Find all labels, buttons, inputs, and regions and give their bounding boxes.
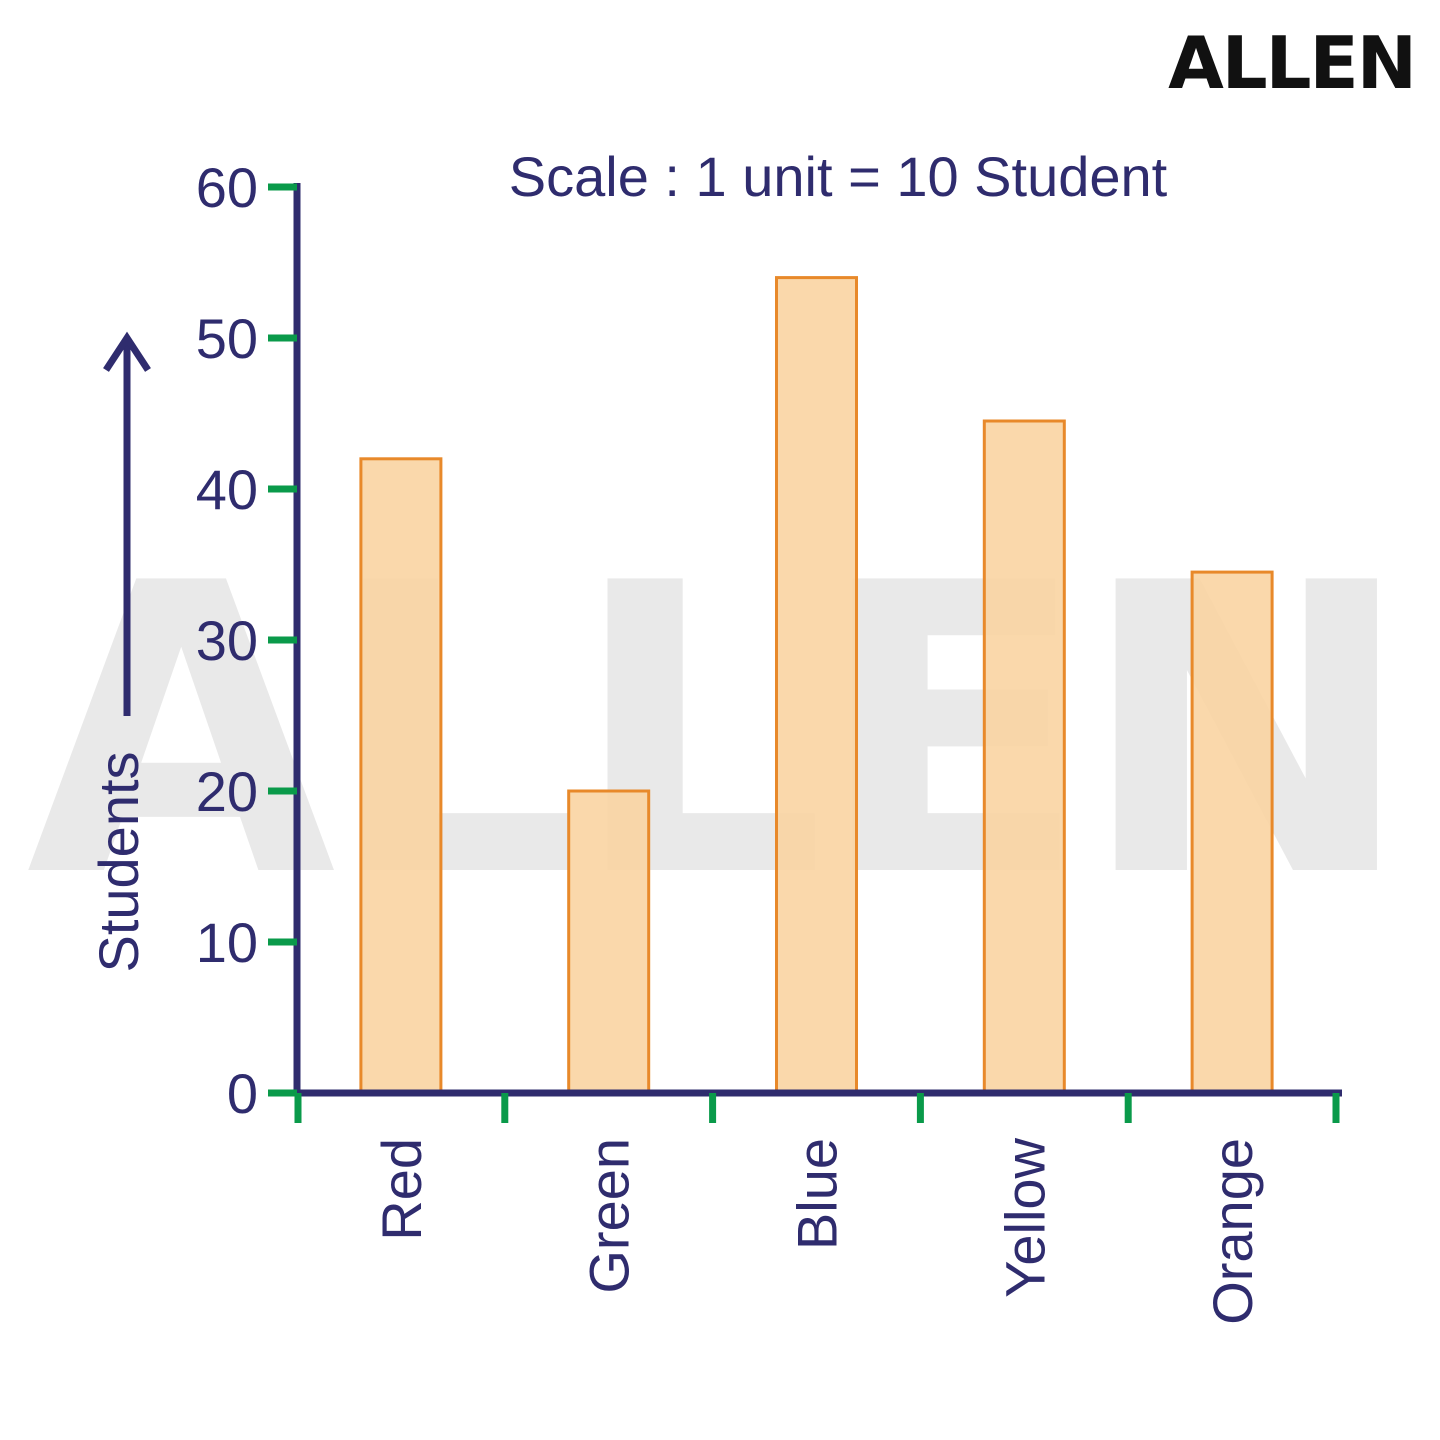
y-tick-label: 0 [227,1062,258,1125]
category-labels: Red Green Blue Yellow Orange [370,1137,1264,1324]
y-tick-label: 50 [196,307,258,370]
axes-group [268,183,1342,1123]
allen-watermark: ALLEN [26,500,1413,965]
bars-group [359,276,1274,1095]
y-tick-label: 60 [196,156,258,219]
bar-red [359,457,443,1095]
y-axis-label: Students [87,751,150,972]
allen-logo: ALLEN [1168,21,1415,105]
bar-orange [1190,570,1274,1095]
bar-green [567,789,651,1095]
y-tick-label: 20 [196,760,258,823]
watermark-text: ALLEN [26,500,1403,965]
bar-blue [775,276,858,1095]
y-tick-label: 30 [196,609,258,672]
arrow-up-icon [103,331,151,372]
x-category-label: Green [578,1138,641,1294]
bar-yellow [982,419,1066,1095]
x-category-label: Orange [1201,1138,1264,1325]
x-category-label: Blue [786,1138,849,1250]
y-axis-label-group: Students [87,331,151,973]
x-category-label: Yellow [993,1137,1056,1297]
y-tick-label: 40 [196,458,258,521]
y-tick-labels: 0 10 20 30 40 50 60 [196,156,258,1125]
chart-title: Scale : 1 unit = 10 Student [509,145,1168,208]
x-category-label: Red [370,1138,433,1241]
y-tick-label: 10 [196,911,258,974]
